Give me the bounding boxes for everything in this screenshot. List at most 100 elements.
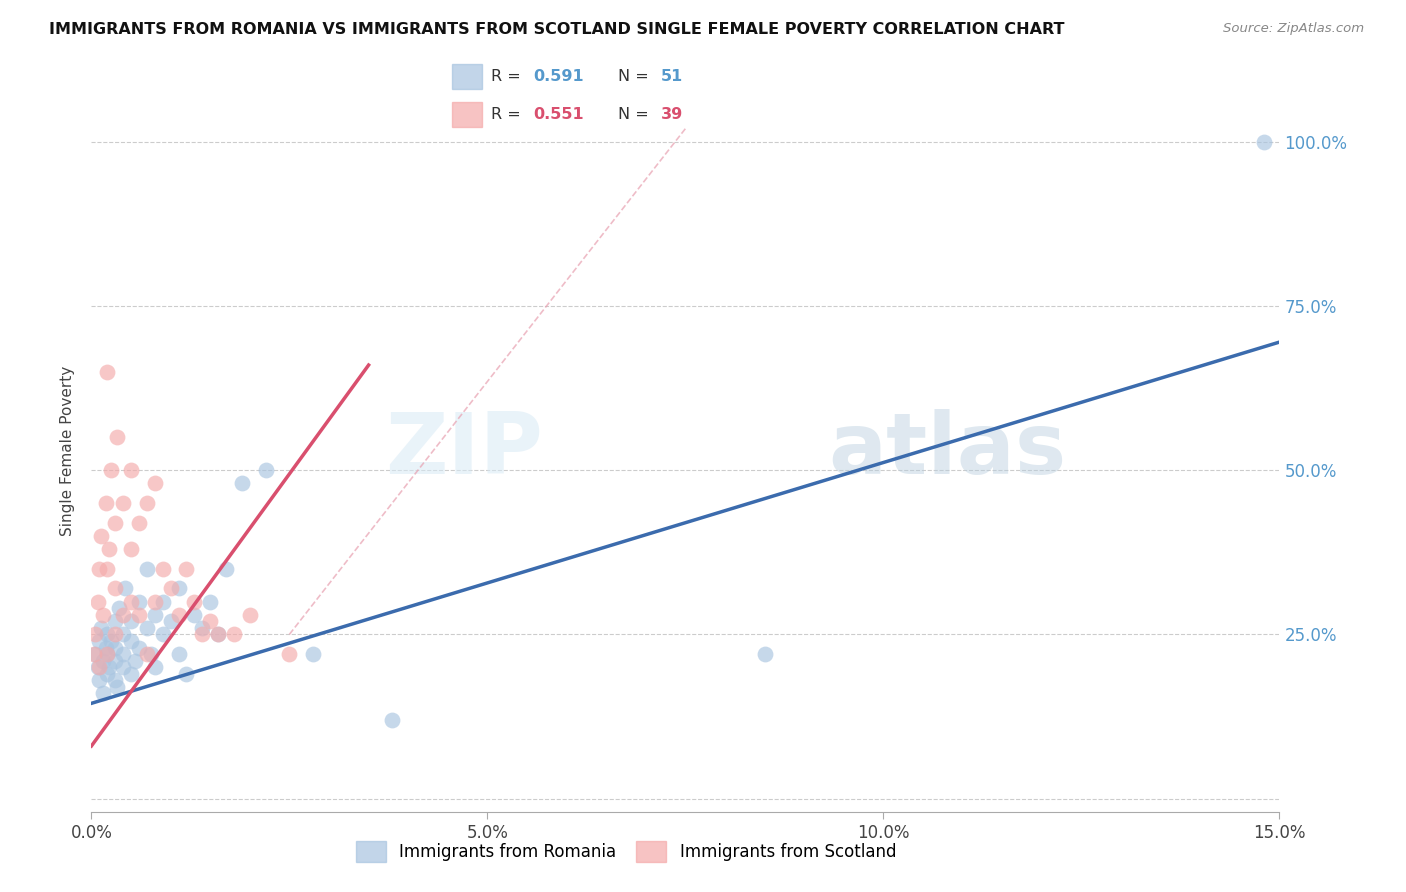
- Point: [167, 582, 190, 596]
- Point: [143, 660, 166, 674]
- Text: 0.551: 0.551: [534, 107, 585, 122]
- Point: [135, 496, 157, 510]
- Point: [191, 621, 214, 635]
- Point: [143, 476, 166, 491]
- Text: 39: 39: [661, 107, 683, 122]
- Point: [97, 660, 120, 674]
- Point: [105, 430, 128, 444]
- Bar: [451, 102, 482, 128]
- Point: [120, 614, 142, 628]
- Point: [135, 647, 157, 661]
- Point: [1253, 135, 1275, 149]
- Point: [100, 634, 122, 648]
- Point: [135, 621, 157, 635]
- Point: [128, 516, 150, 530]
- Point: [96, 562, 118, 576]
- Text: IMMIGRANTS FROM ROMANIA VS IMMIGRANTS FROM SCOTLAND SINGLE FEMALE POVERTY CORREL: IMMIGRANTS FROM ROMANIA VS IMMIGRANTS FR…: [49, 22, 1064, 37]
- Point: [231, 476, 253, 491]
- Point: [754, 647, 776, 661]
- Point: [114, 582, 136, 596]
- Point: [152, 594, 174, 608]
- Point: [96, 627, 118, 641]
- Point: [91, 607, 114, 622]
- Point: [112, 627, 135, 641]
- Point: [215, 562, 238, 576]
- Point: [104, 640, 127, 655]
- Point: [112, 496, 135, 510]
- Point: [84, 647, 107, 661]
- Point: [159, 614, 181, 628]
- Point: [176, 562, 198, 576]
- Text: Source: ZipAtlas.com: Source: ZipAtlas.com: [1223, 22, 1364, 36]
- Point: [104, 582, 127, 596]
- Point: [207, 627, 229, 641]
- Point: [128, 594, 150, 608]
- Y-axis label: Single Female Poverty: Single Female Poverty: [60, 366, 76, 535]
- Point: [200, 614, 222, 628]
- Point: [104, 654, 127, 668]
- Text: ZIP: ZIP: [385, 409, 543, 492]
- Point: [100, 463, 122, 477]
- Point: [91, 686, 114, 700]
- Point: [135, 562, 157, 576]
- Point: [112, 607, 135, 622]
- Legend: Immigrants from Romania, Immigrants from Scotland: Immigrants from Romania, Immigrants from…: [349, 835, 903, 869]
- Point: [104, 627, 127, 641]
- Point: [87, 594, 110, 608]
- Text: R =: R =: [491, 107, 526, 122]
- Point: [143, 607, 166, 622]
- Point: [167, 647, 190, 661]
- Point: [207, 627, 229, 641]
- Point: [104, 673, 127, 688]
- Point: [91, 654, 114, 668]
- Text: R =: R =: [491, 69, 526, 84]
- Point: [96, 666, 118, 681]
- Point: [96, 365, 118, 379]
- Point: [87, 660, 110, 674]
- Point: [183, 594, 205, 608]
- Point: [104, 614, 127, 628]
- Point: [183, 607, 205, 622]
- Point: [139, 647, 162, 661]
- Point: [176, 666, 198, 681]
- Point: [128, 640, 150, 655]
- Text: N =: N =: [619, 107, 654, 122]
- Point: [152, 627, 174, 641]
- Point: [94, 496, 117, 510]
- Point: [152, 562, 174, 576]
- Point: [90, 529, 112, 543]
- Point: [120, 594, 142, 608]
- Point: [120, 463, 142, 477]
- Point: [254, 463, 277, 477]
- Point: [124, 654, 146, 668]
- Point: [112, 647, 135, 661]
- Point: [239, 607, 262, 622]
- Point: [143, 594, 166, 608]
- Point: [222, 627, 245, 641]
- Text: 0.591: 0.591: [534, 69, 585, 84]
- Point: [120, 666, 142, 681]
- Point: [104, 516, 127, 530]
- Text: 51: 51: [661, 69, 683, 84]
- Text: N =: N =: [619, 69, 654, 84]
- Point: [200, 594, 222, 608]
- Point: [83, 647, 105, 661]
- Point: [108, 601, 131, 615]
- Point: [120, 541, 142, 556]
- Point: [94, 640, 117, 655]
- Text: atlas: atlas: [828, 409, 1066, 492]
- Point: [302, 647, 325, 661]
- Point: [96, 647, 118, 661]
- Point: [89, 562, 111, 576]
- Point: [120, 634, 142, 648]
- Point: [128, 607, 150, 622]
- Point: [381, 713, 404, 727]
- Bar: [451, 63, 482, 89]
- Point: [112, 660, 135, 674]
- Point: [191, 627, 214, 641]
- Point: [96, 647, 118, 661]
- Point: [90, 621, 112, 635]
- Point: [97, 541, 120, 556]
- Point: [89, 634, 111, 648]
- Point: [278, 647, 301, 661]
